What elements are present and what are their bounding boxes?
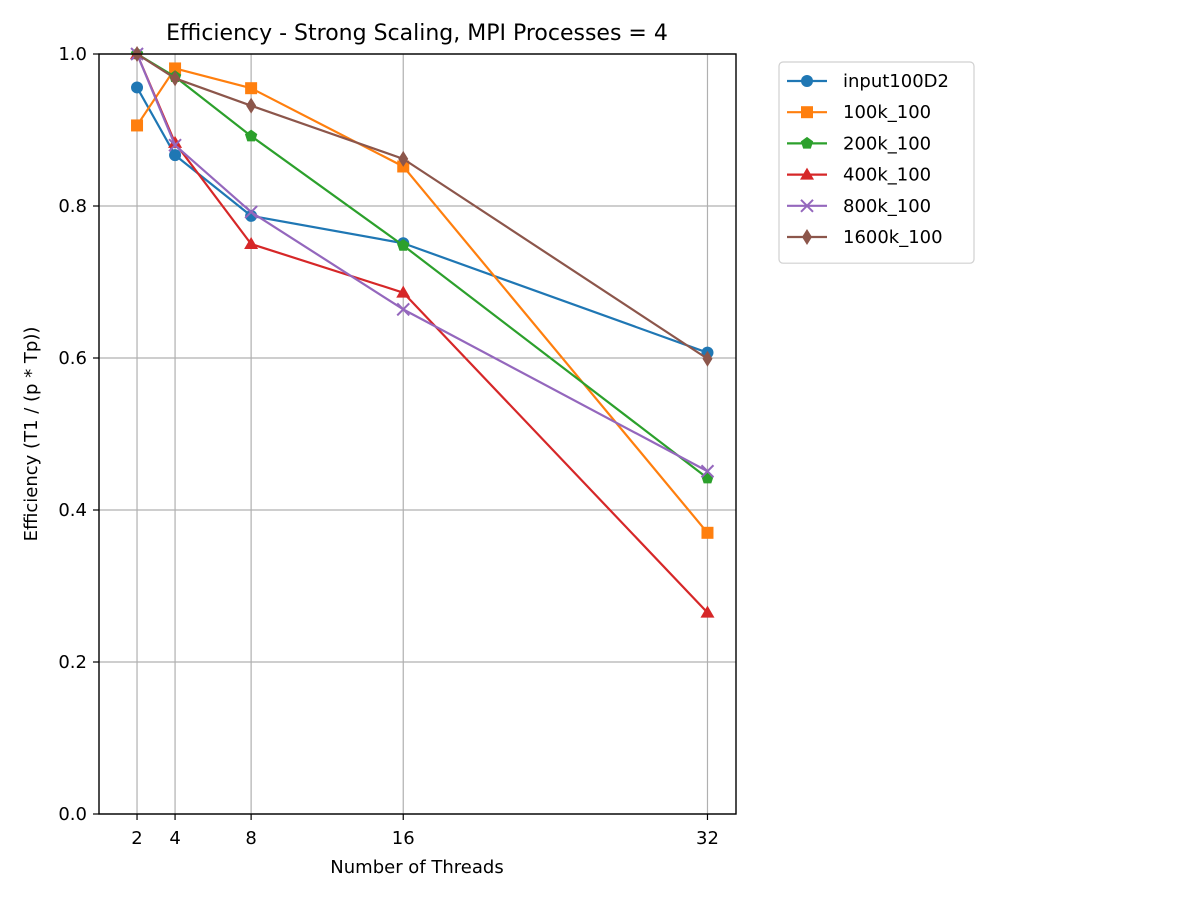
data-point	[168, 135, 183, 148]
legend-label: 1600k_100	[843, 227, 943, 248]
data-point	[398, 150, 409, 167]
series-800k_100	[130, 47, 715, 478]
data-point	[168, 138, 182, 152]
data-point	[169, 149, 182, 162]
data-point	[397, 239, 410, 251]
data-point	[246, 97, 257, 114]
data-point	[396, 285, 411, 298]
data-point	[244, 205, 258, 219]
series-input100D2	[131, 81, 714, 359]
y-axis-label: Efficiency (T1 / (p * Tp))	[21, 327, 42, 542]
data-point	[131, 81, 144, 94]
data-point	[170, 70, 181, 87]
series-line	[136, 53, 708, 473]
y-tick-label: 0.8	[58, 196, 87, 217]
series-100k_100	[131, 62, 714, 539]
legend-item: 100k_100	[787, 102, 931, 123]
legend-marker	[802, 229, 812, 245]
y-tick-label: 0.6	[58, 348, 87, 369]
legend-label: 200k_100	[843, 133, 931, 154]
y-tick-label: 1.0	[58, 44, 87, 65]
x-tick-label: 16	[392, 828, 415, 849]
legend-label: input100D2	[843, 71, 949, 92]
data-point	[169, 62, 182, 75]
series-400k_100	[130, 47, 715, 618]
series-200k_100	[130, 47, 714, 484]
legend-label: 800k_100	[843, 196, 931, 217]
legend-marker	[800, 136, 814, 149]
legend-box	[778, 61, 975, 264]
legend-marker	[801, 75, 813, 87]
legend-item: 1600k_100	[787, 227, 943, 248]
data-point	[702, 350, 713, 367]
data-point	[701, 471, 714, 484]
legend-marker	[800, 167, 814, 180]
series-layer	[130, 46, 715, 618]
y-tick-label: 0.4	[58, 500, 87, 521]
x-axis-label: Number of Threads	[330, 857, 503, 878]
x-tick-label: 4	[169, 828, 180, 849]
legend-item: input100D2	[787, 71, 949, 92]
data-point	[131, 119, 144, 132]
legend: input100D2 100k_100 200k_100 400k_100 800k_1…	[778, 61, 975, 264]
series-1600k_100	[132, 46, 713, 367]
legend-label: 400k_100	[843, 165, 931, 186]
data-point	[700, 605, 715, 618]
x-tick-label: 32	[696, 828, 719, 849]
legend-item: 200k_100	[787, 133, 931, 154]
data-point	[701, 526, 714, 539]
series-line	[136, 53, 709, 479]
series-line	[136, 67, 709, 534]
y-tick-label: 0.2	[58, 652, 87, 673]
plot-frame	[98, 53, 737, 815]
data-point	[244, 129, 258, 142]
legend-marker	[800, 199, 814, 213]
x-tick-label: 8	[245, 828, 256, 849]
x-tick-label: 2	[131, 828, 142, 849]
data-point	[700, 464, 715, 478]
tick-layer: 2 4 8 16 32 0.0 0.2 0.4 0.6 0.8 1.0	[58, 44, 719, 849]
data-point	[244, 237, 259, 249]
data-point	[396, 302, 410, 317]
legend-marker	[801, 106, 813, 119]
chart-title: Efficiency - Strong Scaling, MPI Process…	[166, 21, 668, 46]
legend-label: 100k_100	[843, 102, 931, 123]
legend-item: 800k_100	[787, 196, 931, 217]
series-line	[136, 53, 709, 614]
data-point	[245, 82, 258, 95]
y-tick-label: 0.0	[58, 804, 87, 825]
legend-item: 400k_100	[787, 165, 931, 186]
